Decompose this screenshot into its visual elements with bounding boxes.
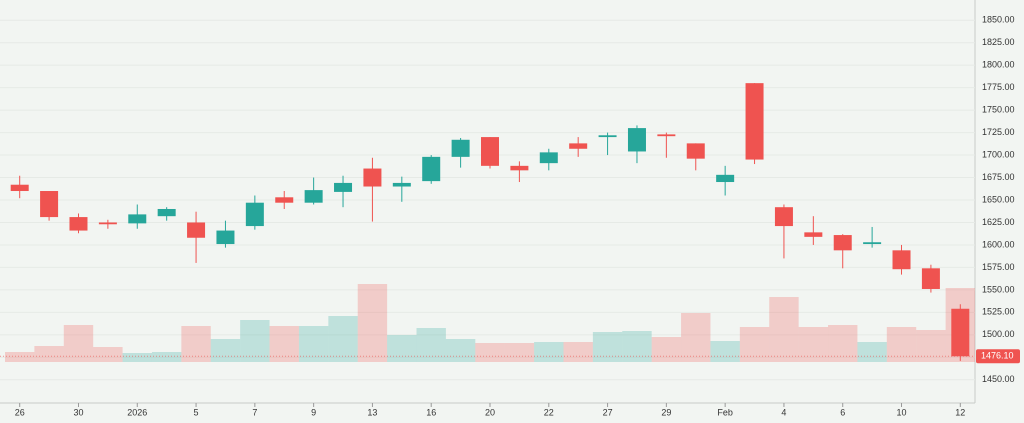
x-tick-label: Feb (717, 407, 733, 417)
volume-bar (592, 332, 623, 362)
x-tick-label: 30 (73, 407, 83, 417)
candle-body (422, 156, 441, 182)
x-tick-label: 16 (426, 407, 436, 417)
x-tick-label: 20 (485, 407, 495, 417)
volume-bar (181, 326, 211, 362)
volume-bar (710, 341, 740, 362)
x-tick-label: 29 (661, 407, 671, 417)
volume-bar (34, 346, 64, 362)
candle-body (157, 208, 176, 217)
volume-bar (828, 325, 858, 362)
x-tick-label: 27 (603, 407, 613, 417)
y-tick-label: 1525.00 (982, 307, 1015, 317)
y-tick-label: 1800.00 (982, 60, 1015, 70)
candle-body (951, 308, 970, 357)
last-price-label: 1476.10 (981, 351, 1014, 361)
candle-body (334, 182, 353, 192)
volume-bar (916, 330, 946, 362)
y-tick-label: 1675.00 (982, 172, 1015, 182)
y-tick-label: 1750.00 (982, 104, 1015, 114)
y-tick-label: 1575.00 (982, 262, 1015, 272)
candle-body (627, 128, 646, 152)
volume-bar (769, 297, 799, 362)
candle-body (686, 143, 705, 159)
candle-body (40, 191, 59, 218)
volume-bar (475, 343, 505, 362)
candle-body (481, 137, 499, 166)
y-tick-label: 1725.00 (982, 127, 1015, 137)
volume-bar (328, 316, 358, 362)
x-tick-label: 5 (194, 407, 199, 417)
x-tick-label: 13 (367, 407, 377, 417)
volume-bar (151, 352, 182, 362)
x-tick-label: 2026 (127, 407, 147, 417)
y-tick-label: 1650.00 (982, 194, 1015, 204)
candle-body (275, 197, 294, 203)
candle-body (451, 139, 470, 157)
candle-body (304, 190, 323, 203)
volume-bar (387, 335, 417, 362)
x-tick-label: 7 (252, 407, 257, 417)
candle-body (745, 83, 764, 160)
candle-body (69, 217, 88, 231)
x-tick-label: 4 (781, 407, 786, 417)
x-tick-label: 12 (955, 407, 965, 417)
y-tick-label: 1500.00 (982, 329, 1015, 339)
x-tick-label: 22 (544, 407, 554, 417)
y-tick-label: 1700.00 (982, 149, 1015, 159)
candle-body (892, 250, 911, 270)
volume-bar (534, 342, 564, 362)
candle-body (216, 230, 235, 245)
candle-body (128, 214, 147, 224)
volume-bar (651, 337, 682, 362)
candle-body (539, 152, 558, 164)
y-tick-label: 1775.00 (982, 82, 1015, 92)
candle-body (716, 174, 735, 183)
volume-bar (445, 339, 476, 362)
y-tick-label: 1625.00 (982, 217, 1015, 227)
y-tick-label: 1450.00 (982, 374, 1015, 384)
candle-body (10, 184, 29, 192)
candle-body (833, 235, 852, 251)
candle-body (98, 222, 117, 225)
x-tick-label: 9 (311, 407, 316, 417)
y-tick-label: 1825.00 (982, 37, 1015, 47)
candle-body (863, 242, 882, 245)
volume-bar (622, 331, 652, 362)
candle-body (363, 168, 382, 187)
candle-body (569, 143, 588, 149)
last-price-tag (976, 349, 1020, 364)
candle-body (392, 182, 411, 187)
x-tick-label: 26 (15, 407, 25, 417)
volume-bar (240, 320, 270, 362)
x-tick-label: 6 (840, 407, 845, 417)
x-tick-label: 10 (897, 407, 907, 417)
candle-body (774, 207, 793, 227)
candle-body (510, 165, 529, 171)
volume-bar (857, 342, 887, 362)
volume-bar (93, 347, 123, 362)
candle-body (245, 202, 264, 227)
y-tick-label: 1850.00 (982, 15, 1015, 25)
volume-bar (681, 313, 711, 362)
volume-bar (210, 339, 241, 362)
candle-body (921, 268, 940, 289)
y-tick-label: 1600.00 (982, 239, 1015, 249)
volume-bar (563, 342, 593, 362)
candle-body (598, 135, 617, 138)
volume-bar (122, 353, 152, 362)
volume-bar (416, 328, 446, 362)
volume-bar (357, 284, 388, 362)
candle-body (187, 222, 206, 238)
volume-bar (5, 352, 35, 362)
volume-bar (504, 343, 535, 362)
candle-body (657, 134, 676, 137)
candle-body (804, 232, 823, 237)
y-tick-label: 1550.00 (982, 284, 1015, 294)
